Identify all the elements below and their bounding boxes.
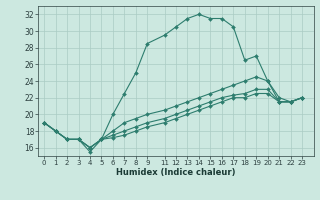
X-axis label: Humidex (Indice chaleur): Humidex (Indice chaleur): [116, 168, 236, 177]
